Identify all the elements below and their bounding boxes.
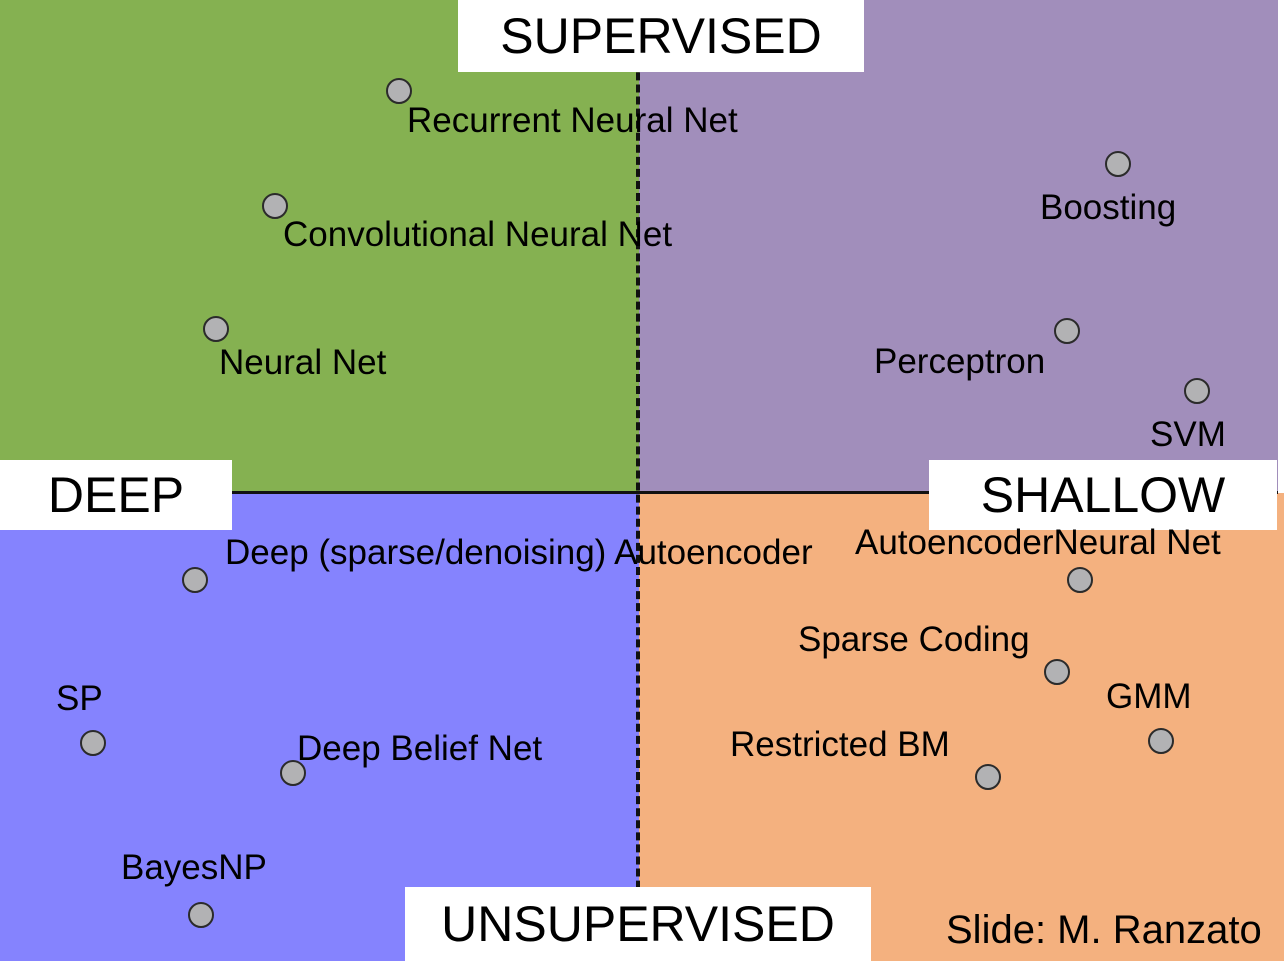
axis-label-shallow: SHALLOW: [929, 460, 1277, 530]
model-dot-sp: [80, 730, 106, 756]
model-dot-autoencoder-neural-net: [1067, 567, 1093, 593]
model-label-convolutional-nn: Convolutional Neural Net: [283, 215, 673, 254]
model-dot-svm: [1184, 378, 1210, 404]
model-dot-gmm: [1148, 728, 1174, 754]
quadrant-supervised-deep: [0, 0, 639, 493]
model-label-perceptron: Perceptron: [874, 342, 1046, 381]
model-label-svm: SVM: [1150, 415, 1226, 454]
model-label-bayesnp: BayesNP: [121, 848, 267, 887]
vertical-axis-line: [636, 0, 640, 961]
model-label-deep-belief-net: Deep Belief Net: [297, 729, 543, 768]
axis-label-deep: DEEP: [0, 460, 232, 530]
quadrant-unsupervised-shallow: [639, 493, 1284, 961]
model-dot-recurrent-nn: [386, 78, 412, 104]
model-label-boosting: Boosting: [1040, 188, 1177, 227]
model-label-restricted-bm: Restricted BM: [730, 725, 950, 764]
model-label-sp: SP: [56, 679, 103, 718]
slide-credit: Slide: M. Ranzato: [946, 908, 1262, 952]
model-dot-restricted-bm: [975, 764, 1001, 790]
axis-label-supervised: SUPERVISED: [458, 0, 864, 72]
model-dot-deep-autoencoder: [182, 567, 208, 593]
quadrant-supervised-shallow: [639, 0, 1278, 493]
model-dot-neural-net: [203, 316, 229, 342]
model-dot-perceptron: [1054, 318, 1080, 344]
model-dot-convolutional-nn: [262, 193, 288, 219]
model-label-gmm: GMM: [1106, 677, 1192, 716]
model-label-autoencoder-neural-net: AutoencoderNeural Net: [855, 523, 1221, 562]
model-label-neural-net: Neural Net: [219, 343, 387, 382]
model-label-recurrent-nn: Recurrent Neural Net: [407, 101, 738, 140]
quadrant-unsupervised-deep: [0, 493, 639, 961]
axis-label-unsupervised: UNSUPERVISED: [405, 887, 871, 961]
model-dot-deep-belief-net: [280, 760, 306, 786]
model-dot-boosting: [1105, 151, 1131, 177]
model-label-sparse-coding: Sparse Coding: [798, 620, 1030, 659]
model-label-deep-autoencoder: Deep (sparse/denoising) Autoencoder: [225, 533, 813, 572]
model-dot-sparse-coding: [1044, 659, 1070, 685]
model-dot-bayesnp: [188, 902, 214, 928]
